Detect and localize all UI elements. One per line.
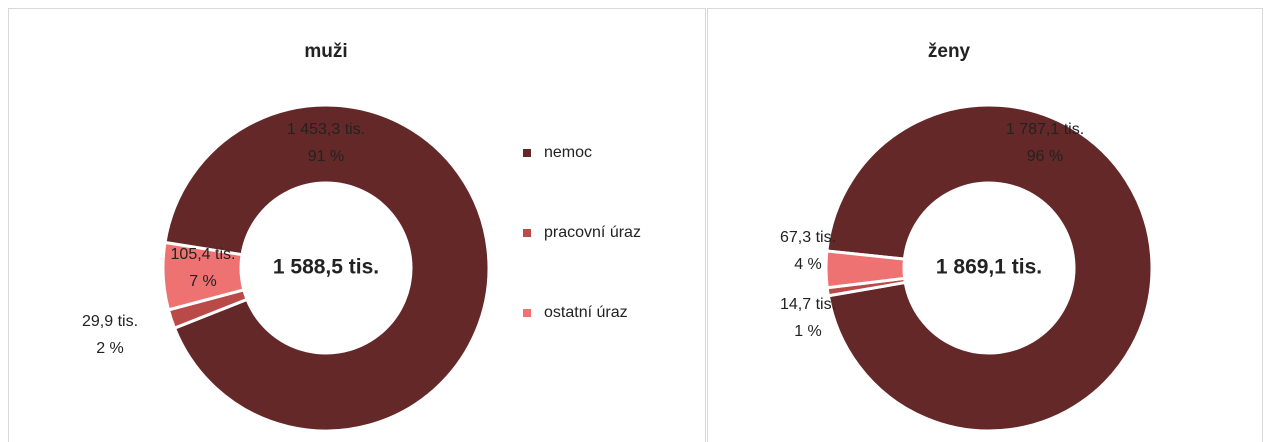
- data-label: 67,3 tis.: [780, 229, 836, 246]
- data-label: 96 %: [1027, 148, 1063, 165]
- data-label: 2 %: [96, 340, 124, 357]
- chart-title: muži: [304, 41, 347, 62]
- data-label: 1 453,3 tis.: [287, 121, 365, 138]
- data-label: 105,4 tis.: [171, 246, 236, 263]
- data-label: 29,9 tis.: [82, 313, 138, 330]
- legend-label: nemoc: [544, 144, 592, 161]
- data-label: 1 %: [794, 323, 822, 340]
- donut-slice: [161, 240, 246, 312]
- data-label: 7 %: [189, 273, 217, 290]
- total-label: 1 588,5 tis.: [273, 256, 379, 279]
- legend-label: ostatní úraz: [544, 304, 628, 321]
- legend-swatch: [523, 229, 531, 237]
- data-label: 1 787,1 tis.: [1006, 121, 1084, 138]
- data-label: 14,7 tis.: [780, 296, 836, 313]
- donut-slice: [163, 103, 491, 433]
- donut-slice: [824, 249, 907, 290]
- data-label: 4 %: [794, 256, 822, 273]
- panel: [707, 8, 1263, 442]
- total-label: 1 869,1 tis.: [936, 256, 1042, 279]
- legend-swatch: [523, 309, 531, 317]
- panel: [8, 8, 706, 442]
- data-label: 91 %: [308, 148, 344, 165]
- legend-label: pracovní úraz: [544, 224, 641, 241]
- legend-swatch: [523, 149, 531, 157]
- chart-title: ženy: [928, 41, 971, 62]
- donut-slice: [825, 103, 1154, 433]
